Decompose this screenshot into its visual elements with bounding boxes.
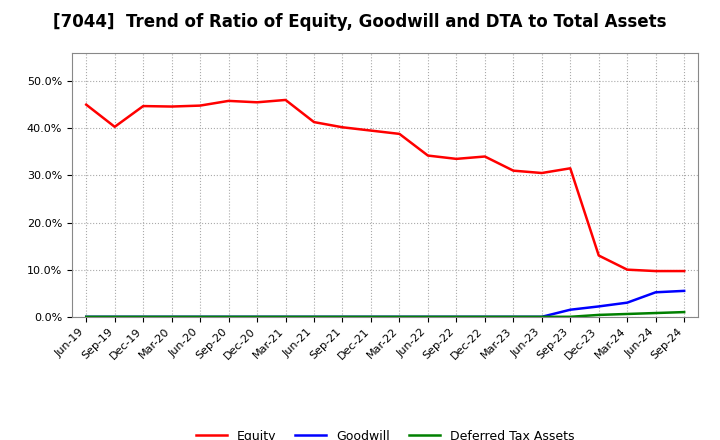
Deferred Tax Assets (480, 314, 489, 319)
Deferred Tax Assets (167, 314, 176, 319)
Deferred Tax Assets (623, 312, 631, 317)
Goodwill (110, 314, 119, 319)
Goodwill (167, 314, 176, 319)
Deferred Tax Assets (509, 314, 518, 319)
Equity (680, 268, 688, 274)
Goodwill (196, 314, 204, 319)
Text: [7044]  Trend of Ratio of Equity, Goodwill and DTA to Total Assets: [7044] Trend of Ratio of Equity, Goodwil… (53, 13, 667, 31)
Equity (480, 154, 489, 159)
Goodwill (82, 314, 91, 319)
Goodwill (595, 304, 603, 309)
Goodwill (225, 314, 233, 319)
Goodwill (338, 314, 347, 319)
Deferred Tax Assets (225, 314, 233, 319)
Goodwill (139, 314, 148, 319)
Equity (595, 253, 603, 258)
Goodwill (680, 288, 688, 293)
Goodwill (310, 314, 318, 319)
Legend: Equity, Goodwill, Deferred Tax Assets: Equity, Goodwill, Deferred Tax Assets (191, 425, 580, 440)
Equity (395, 131, 404, 136)
Goodwill (480, 314, 489, 319)
Deferred Tax Assets (566, 314, 575, 319)
Equity (282, 97, 290, 103)
Goodwill (423, 314, 432, 319)
Goodwill (537, 314, 546, 319)
Deferred Tax Assets (452, 314, 461, 319)
Line: Equity: Equity (86, 100, 684, 271)
Goodwill (452, 314, 461, 319)
Deferred Tax Assets (366, 314, 375, 319)
Equity (110, 124, 119, 129)
Equity (338, 125, 347, 130)
Equity (196, 103, 204, 108)
Equity (423, 153, 432, 158)
Goodwill (366, 314, 375, 319)
Equity (253, 99, 261, 105)
Deferred Tax Assets (338, 314, 347, 319)
Goodwill (623, 300, 631, 305)
Equity (139, 103, 148, 109)
Line: Goodwill: Goodwill (86, 291, 684, 317)
Deferred Tax Assets (139, 314, 148, 319)
Equity (82, 102, 91, 107)
Deferred Tax Assets (282, 314, 290, 319)
Equity (566, 165, 575, 171)
Deferred Tax Assets (395, 314, 404, 319)
Line: Deferred Tax Assets: Deferred Tax Assets (86, 312, 684, 317)
Equity (310, 120, 318, 125)
Goodwill (566, 307, 575, 312)
Goodwill (652, 290, 660, 295)
Deferred Tax Assets (423, 314, 432, 319)
Goodwill (509, 314, 518, 319)
Equity (652, 268, 660, 274)
Equity (509, 168, 518, 173)
Equity (167, 104, 176, 109)
Deferred Tax Assets (310, 314, 318, 319)
Equity (225, 98, 233, 103)
Goodwill (395, 314, 404, 319)
Deferred Tax Assets (537, 314, 546, 319)
Goodwill (282, 314, 290, 319)
Equity (537, 170, 546, 176)
Goodwill (253, 314, 261, 319)
Deferred Tax Assets (680, 309, 688, 315)
Deferred Tax Assets (253, 314, 261, 319)
Deferred Tax Assets (196, 314, 204, 319)
Equity (366, 128, 375, 133)
Deferred Tax Assets (595, 312, 603, 318)
Equity (452, 156, 461, 161)
Equity (623, 267, 631, 272)
Deferred Tax Assets (110, 314, 119, 319)
Deferred Tax Assets (82, 314, 91, 319)
Deferred Tax Assets (652, 310, 660, 315)
